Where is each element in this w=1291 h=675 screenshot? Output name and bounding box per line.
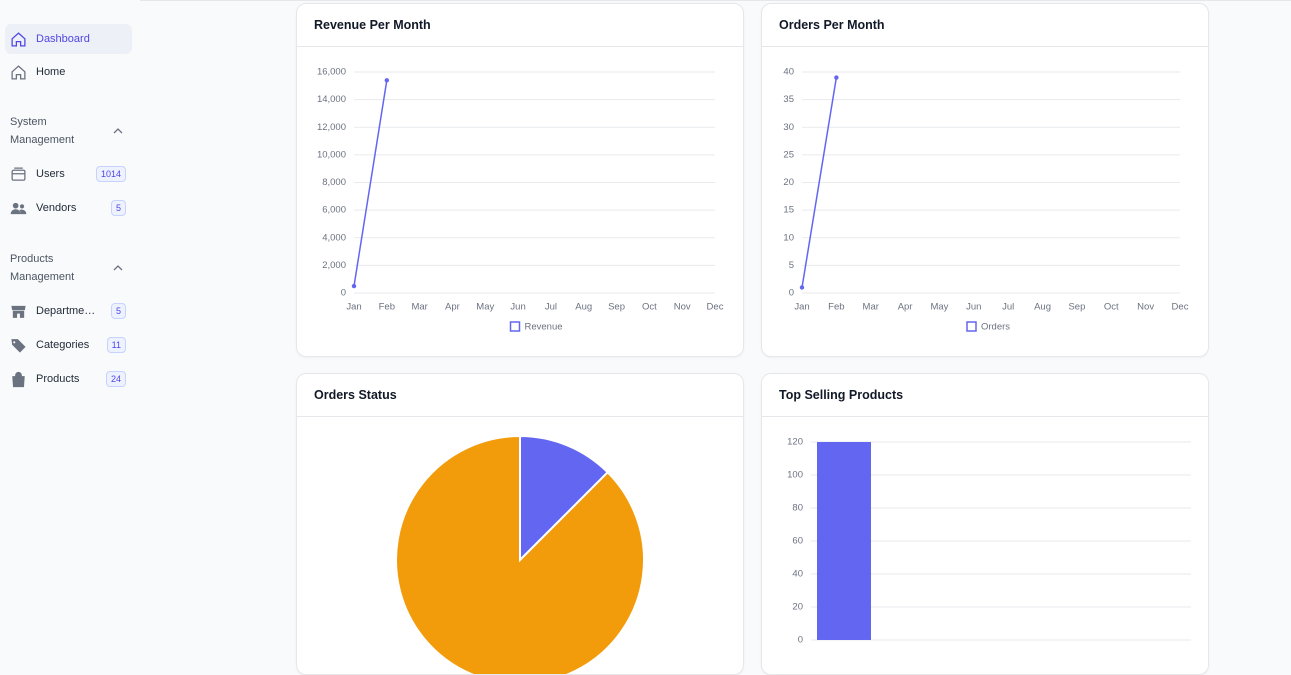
- chart-title: Orders Per Month: [762, 4, 1208, 47]
- x-tick-label: May: [930, 302, 948, 313]
- x-tick-label: Jul: [1002, 302, 1014, 313]
- y-tick-label: 16,000: [317, 67, 346, 78]
- y-tick-label: 0: [798, 635, 803, 646]
- nav-item[interactable]: Dashboard: [5, 24, 132, 54]
- point: [384, 78, 390, 83]
- y-tick-label: 2,000: [322, 260, 346, 271]
- x-tick-label: Jan: [794, 302, 809, 313]
- section-title[interactable]: System Management: [10, 116, 75, 146]
- chevron[interactable]: [113, 127, 123, 135]
- chart: 0 5 10 15 20 25 30 35 40 Jan Feb Mar Apr May Jun Jul Aug…: [783, 67, 1189, 333]
- point: [799, 285, 805, 290]
- nav-item[interactable]: Home: [5, 57, 132, 87]
- chart: 0 2,000 4,000 6,000 8,000 10,000 12,000 14,000 1…: [317, 67, 724, 333]
- badge: 5: [110, 200, 126, 216]
- y-tick-label: 80: [792, 503, 803, 514]
- badge: 11: [106, 337, 126, 353]
- y-tick-label: 0: [789, 288, 794, 299]
- legend-label: Orders: [981, 322, 1010, 333]
- nav-item[interactable]: Vendors 5: [5, 193, 132, 223]
- x-tick-label: Jun: [510, 302, 525, 313]
- y-tick-label: 4,000: [322, 232, 346, 243]
- x-tick-label: Mar: [411, 302, 427, 313]
- nav-item[interactable]: Categories 11: [5, 330, 132, 360]
- badge: 24: [105, 371, 126, 387]
- x-tick-label: Apr: [445, 302, 460, 313]
- legend-swatch: [966, 321, 977, 332]
- nav-item[interactable]: Users 1014: [5, 159, 132, 189]
- y-tick-label: 15: [783, 205, 794, 216]
- chevron[interactable]: [113, 264, 123, 272]
- y-tick-label: 100: [787, 470, 803, 481]
- x-tick-label: Aug: [575, 302, 592, 313]
- nav-label: Products: [36, 373, 80, 385]
- x-tick-label: Jan: [346, 302, 361, 313]
- y-tick-label: 120: [787, 437, 803, 448]
- nav-label: Categories: [36, 339, 90, 351]
- section-title[interactable]: Products Management: [10, 253, 75, 283]
- x-tick-label: Mar: [863, 302, 879, 313]
- x-tick-label: Jun: [966, 302, 981, 313]
- chart-title: Orders Status: [297, 374, 743, 417]
- x-tick-label: Feb: [379, 302, 395, 313]
- y-tick-label: 12,000: [317, 122, 346, 133]
- badge: 1014: [95, 166, 126, 182]
- y-tick-label: 20: [783, 177, 794, 188]
- x-tick-label: Oct: [1104, 302, 1119, 313]
- y-tick-label: 25: [783, 149, 794, 160]
- y-tick-label: 5: [789, 260, 794, 271]
- y-tick-label: 60: [792, 536, 803, 547]
- legend-label: Revenue: [525, 322, 563, 333]
- point: [834, 75, 839, 80]
- nav-label: Users: [36, 168, 65, 180]
- sidebar: Dashboard Home System Management Users 1…: [0, 0, 140, 567]
- x-tick-label: Sep: [608, 302, 625, 313]
- y-tick-label: 35: [783, 94, 794, 105]
- x-tick-label: Jul: [545, 302, 557, 313]
- x-tick-label: Feb: [828, 302, 844, 313]
- divider: [140, 0, 1291, 1]
- nav-item[interactable]: Departments 5: [5, 296, 132, 326]
- chart-card: Revenue Per Month 0 2,000 4,000 6,000 8,000 10…: [296, 3, 744, 357]
- nav-label: Departments: [36, 305, 98, 317]
- y-tick-label: 40: [783, 67, 794, 78]
- chart-title: Top Selling Products: [762, 374, 1208, 417]
- point: [351, 283, 357, 289]
- y-tick-label: 20: [792, 602, 803, 613]
- nav-label: Home: [36, 66, 66, 78]
- chart-card: Top Selling Products 0 20 40 60 80 100 120: [761, 373, 1209, 675]
- chart: [395, 434, 645, 674]
- x-tick-label: Dec: [707, 302, 724, 313]
- pie-slice: [519, 434, 610, 563]
- line: [353, 80, 388, 287]
- nav-item[interactable]: Products 24: [5, 364, 132, 394]
- x-tick-label: May: [476, 302, 494, 313]
- chart-card: Orders Per Month 0 5 10 15 20 25 30 35 40 Jan Feb Ma…: [761, 3, 1209, 357]
- chart: 0 20 40 60 80 100 120: [787, 437, 1191, 646]
- y-tick-label: 0: [341, 288, 346, 299]
- chart-title: Revenue Per Month: [297, 4, 743, 47]
- nav-label: Vendors: [36, 202, 77, 214]
- chart-card: Orders Status: [296, 373, 744, 675]
- legend-swatch: [509, 321, 521, 332]
- x-tick-label: Sep: [1068, 302, 1085, 313]
- badge: 5: [110, 303, 126, 319]
- x-tick-label: Nov: [674, 302, 691, 313]
- x-tick-label: Aug: [1034, 302, 1051, 313]
- y-tick-label: 8,000: [322, 177, 346, 188]
- x-tick-label: Nov: [1137, 302, 1154, 313]
- y-tick-label: 40: [792, 569, 803, 580]
- x-tick-label: Oct: [642, 302, 657, 313]
- y-tick-label: 10: [783, 232, 794, 243]
- y-tick-label: 6,000: [322, 205, 346, 216]
- y-tick-label: 14,000: [317, 94, 346, 105]
- y-tick-label: 10,000: [317, 149, 346, 160]
- nav-label: Dashboard: [36, 33, 90, 45]
- bar: [817, 442, 871, 640]
- y-tick-label: 30: [783, 122, 794, 133]
- line: [801, 77, 838, 288]
- x-tick-label: Dec: [1172, 302, 1189, 313]
- x-tick-label: Apr: [898, 302, 913, 313]
